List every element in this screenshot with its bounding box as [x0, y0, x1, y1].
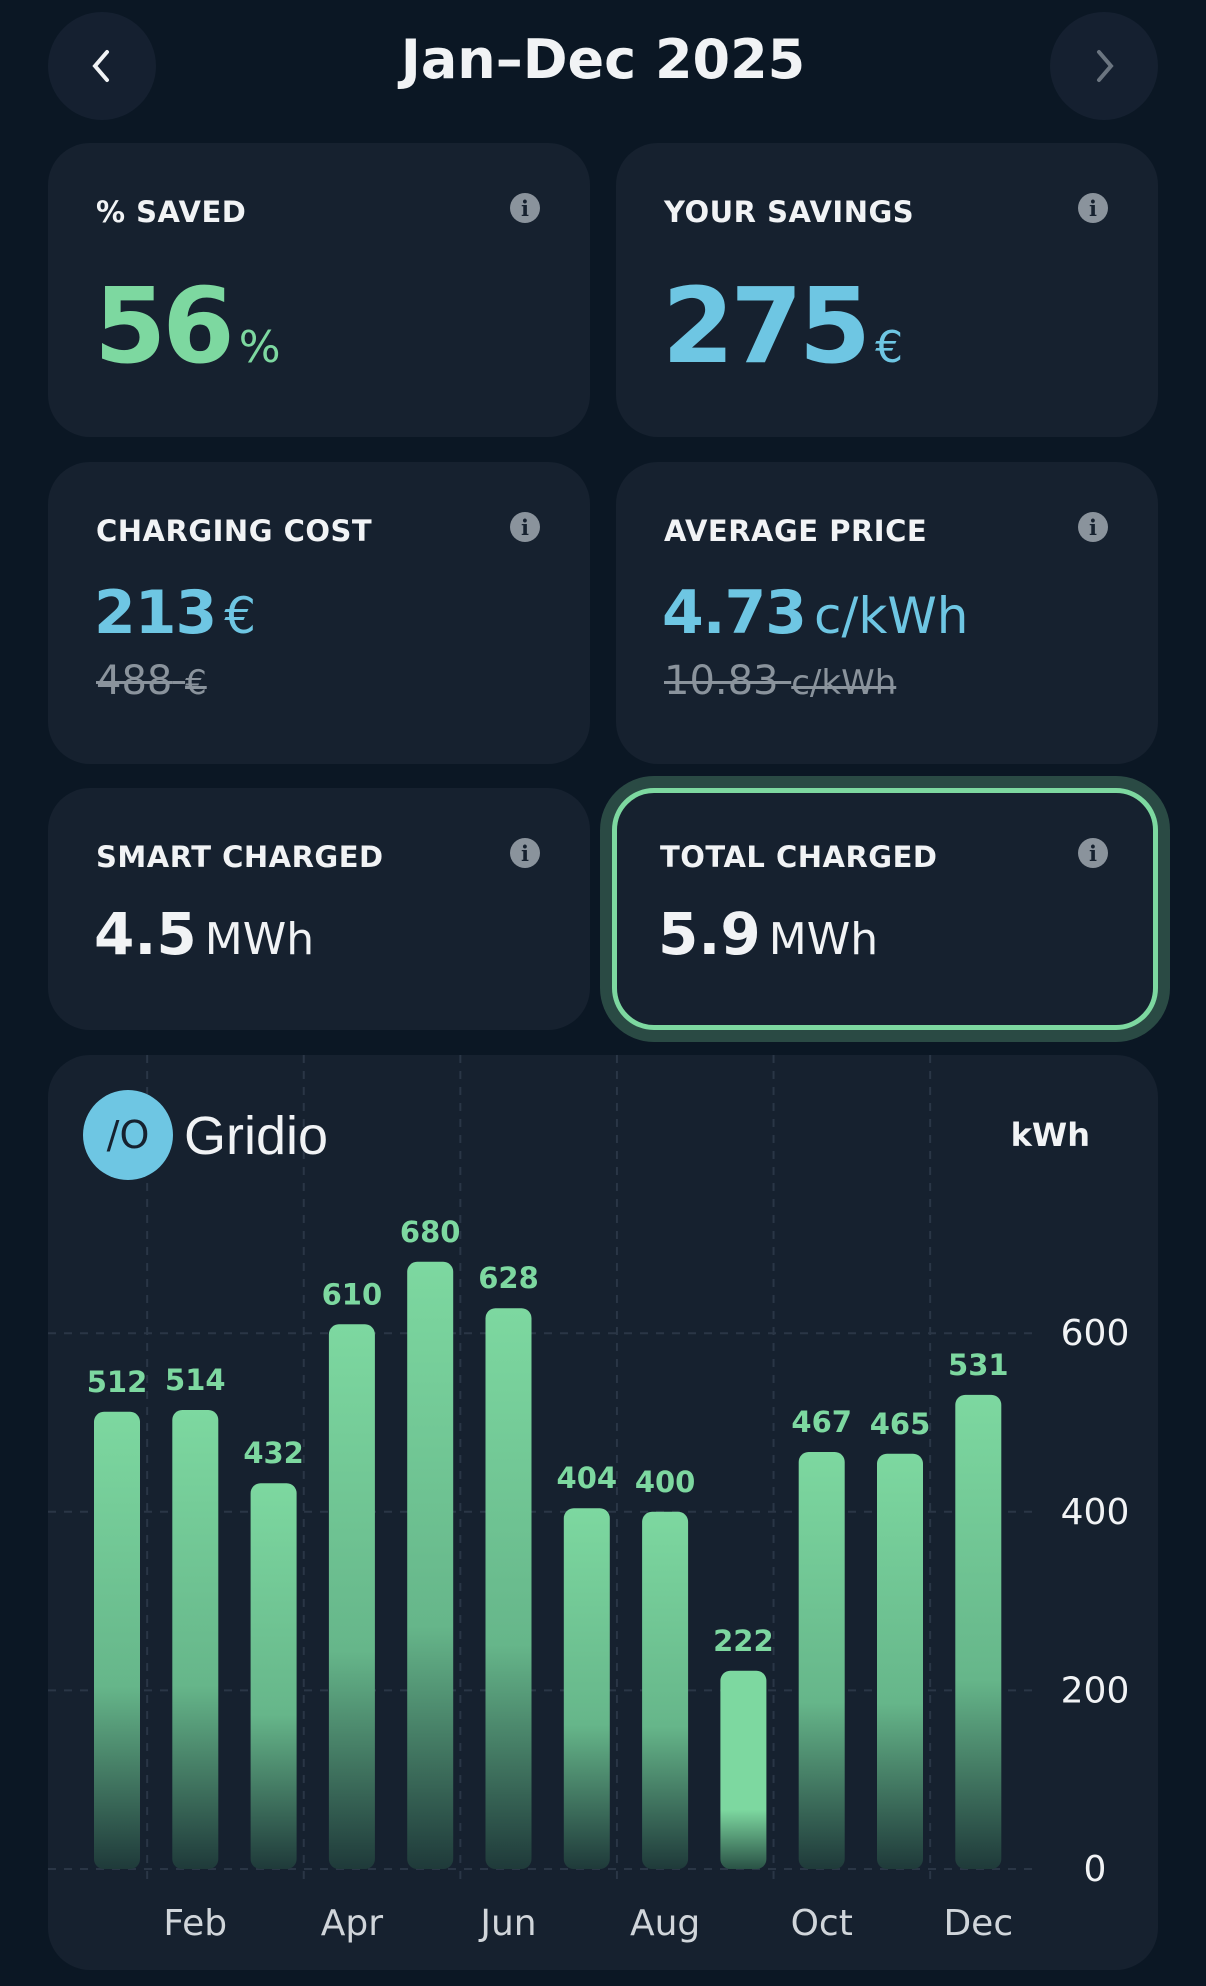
card-label: YOUR SAVINGS	[664, 195, 915, 229]
total-charged-card[interactable]: TOTAL CHARGED i 5.9 MWh	[612, 788, 1158, 1030]
unit: €	[875, 322, 904, 373]
x-tick-label: Dec	[943, 1903, 1013, 1944]
y-tick-label: 0	[1084, 1849, 1107, 1890]
unit: MWh	[204, 914, 315, 965]
period-title: Jan–Dec 2025	[400, 28, 806, 91]
data-label: 465	[870, 1407, 931, 1441]
original-price: 10.83 c/kWh	[664, 658, 896, 704]
bar-jan[interactable]	[94, 1411, 140, 1869]
bar-dec[interactable]	[955, 1394, 1002, 1869]
bar-mar[interactable]	[250, 1483, 297, 1869]
value: 5.9	[658, 900, 761, 968]
info-icon[interactable]: i	[1078, 193, 1108, 223]
x-tick-label: Jun	[478, 1903, 536, 1944]
x-tick-label: Feb	[163, 1903, 227, 1944]
data-label: 610	[322, 1277, 383, 1311]
card-label: CHARGING COST	[96, 514, 373, 548]
x-tick-label: Oct	[791, 1903, 853, 1944]
value: 4.73	[662, 578, 807, 648]
value: 10.83	[664, 658, 779, 704]
bar-feb[interactable]	[172, 1409, 219, 1869]
y-axis-unit: kWh	[1011, 1116, 1090, 1154]
charging-cost-value: 213 €	[94, 578, 256, 648]
data-label: 628	[478, 1261, 539, 1295]
unit: c/kWh	[814, 587, 969, 645]
data-label: 400	[635, 1465, 696, 1499]
bar-may[interactable]	[407, 1261, 454, 1869]
value: 56	[94, 265, 235, 387]
unit: €	[224, 587, 257, 645]
y-tick-label: 400	[1061, 1492, 1130, 1533]
bar-oct[interactable]	[798, 1451, 845, 1869]
info-icon[interactable]: i	[1078, 512, 1108, 542]
card-label: SMART CHARGED	[96, 840, 384, 874]
value: 275	[662, 265, 871, 387]
x-tick-label: Aug	[630, 1903, 700, 1944]
logo-mark-text: /O	[107, 1113, 150, 1157]
gridio-logo-text: Gridio	[184, 1106, 328, 1166]
savings-value: 275 €	[662, 265, 903, 387]
data-label: 404	[557, 1461, 618, 1495]
next-period-button[interactable]	[1050, 12, 1158, 120]
unit: %	[238, 322, 281, 373]
bar-jun[interactable]	[485, 1308, 532, 1869]
card-label: % SAVED	[96, 195, 247, 229]
unit: MWh	[768, 914, 879, 965]
monthly-chart-card: 512 514 432 610 680 628 404 400 222 467 465 531 /O …	[48, 1055, 1158, 1970]
gridio-logo-mark	[83, 1090, 173, 1180]
data-label: 222	[713, 1624, 774, 1658]
percent-saved-value: 56%	[94, 265, 281, 387]
info-icon[interactable]: i	[1078, 838, 1108, 868]
data-label: 514	[165, 1363, 226, 1397]
info-icon[interactable]: i	[510, 193, 540, 223]
value: 4.5	[94, 900, 197, 968]
info-icon[interactable]: i	[510, 838, 540, 868]
chevron-right-icon	[1097, 50, 1114, 82]
value: 213	[94, 578, 217, 648]
previous-period-button[interactable]	[48, 12, 156, 120]
card-label: TOTAL CHARGED	[660, 840, 938, 874]
bar-apr[interactable]	[328, 1324, 375, 1869]
chevron-left-icon	[92, 50, 109, 82]
percent-saved-card: % SAVED i 56%	[48, 143, 590, 437]
bar-sep[interactable]	[720, 1670, 767, 1869]
y-tick-label: 200	[1061, 1670, 1130, 1711]
your-savings-card: YOUR SAVINGS i 275 €	[616, 143, 1158, 437]
charging-cost-card: CHARGING COST i 213 € 488 €	[48, 462, 590, 764]
y-tick-label: 600	[1061, 1313, 1130, 1354]
info-icon[interactable]: i	[510, 512, 540, 542]
data-label: 680	[400, 1215, 461, 1249]
original-cost: 488 €	[96, 658, 207, 704]
average-price-value: 4.73 c/kWh	[662, 578, 968, 648]
bar-nov[interactable]	[877, 1453, 923, 1869]
unit: €	[185, 663, 207, 703]
bar-aug[interactable]	[642, 1511, 689, 1869]
x-tick-label: Apr	[321, 1903, 383, 1944]
data-label: 432	[243, 1436, 304, 1470]
average-price-card: AVERAGE PRICE i 4.73 c/kWh 10.83 c/kWh	[616, 462, 1158, 764]
bar-jul[interactable]	[563, 1508, 610, 1869]
value: 488	[96, 658, 173, 704]
data-label: 531	[948, 1348, 1009, 1382]
smart-charged-value: 4.5 MWh	[94, 900, 314, 968]
unit: c/kWh	[791, 663, 897, 703]
total-charged-value: 5.9 MWh	[658, 900, 878, 968]
data-label: 467	[791, 1405, 852, 1439]
data-label: 512	[87, 1365, 148, 1399]
card-label: AVERAGE PRICE	[664, 514, 928, 548]
smart-charged-card[interactable]: SMART CHARGED i 4.5 MWh	[48, 788, 590, 1030]
